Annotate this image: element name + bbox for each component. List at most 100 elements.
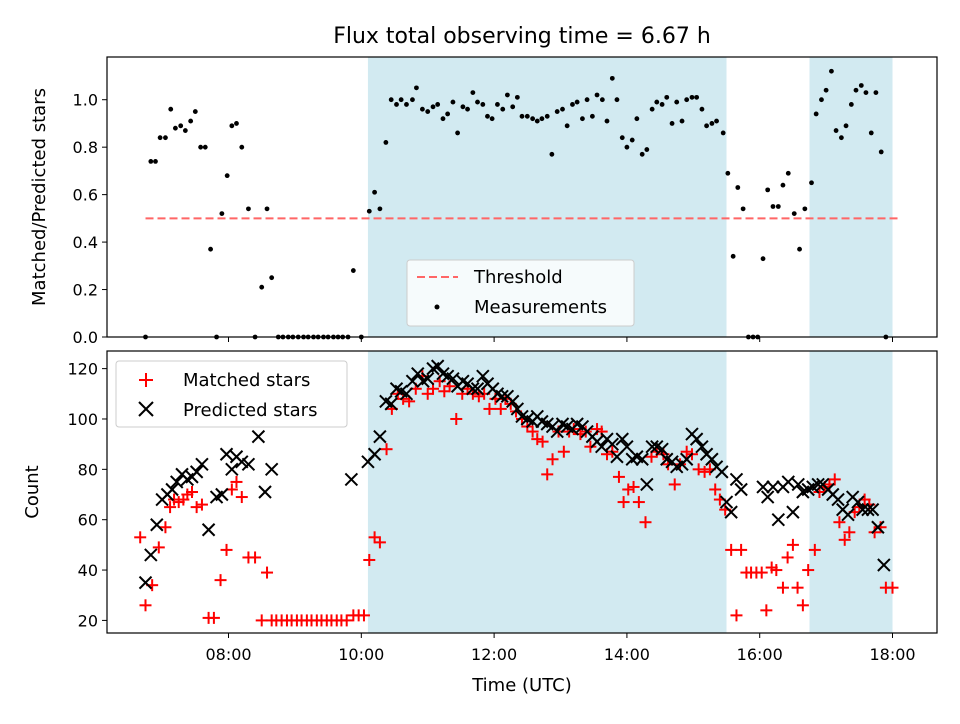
measurement-point <box>853 87 859 93</box>
predicted-star-point <box>871 520 885 534</box>
ratio-plot-frame <box>106 56 938 338</box>
measurement-point <box>246 206 251 212</box>
measurement-point <box>172 125 178 131</box>
measurement-point <box>229 123 235 129</box>
predicted-star-point <box>550 424 564 439</box>
predicted-star-point <box>620 439 634 454</box>
matched-star-point <box>536 435 549 448</box>
measurement-point <box>770 204 776 209</box>
matched-star-point <box>833 516 846 529</box>
matched-star-point <box>786 538 799 551</box>
measurement-point <box>780 182 786 188</box>
measurement-point <box>843 123 849 129</box>
measurement-point <box>725 170 731 176</box>
matched-star-point <box>483 402 496 415</box>
matched-star-point <box>214 574 227 587</box>
predicted-star-point <box>201 523 216 537</box>
ratio-y-tick-label: 0.2 <box>73 281 98 300</box>
measurement-point <box>863 90 869 95</box>
measurement-point <box>168 106 174 112</box>
predicted-star-point <box>640 477 654 492</box>
matched-star-point <box>421 387 434 400</box>
measurement-point <box>649 106 655 112</box>
count-y-tick-label: 100 <box>67 410 98 429</box>
measurement-point <box>410 97 415 103</box>
predicted-star-point <box>766 480 780 494</box>
measurement-point <box>802 206 808 212</box>
predicted-legend-swatch <box>138 401 154 417</box>
measurements-legend-swatch <box>434 304 440 310</box>
predicted-star-point <box>851 495 865 509</box>
measurement-point <box>704 123 709 129</box>
predicted-star-point <box>258 485 272 499</box>
measurement-point <box>202 144 208 150</box>
measurement-point <box>699 106 705 112</box>
measurement-point <box>269 275 275 281</box>
predicted-star-point <box>760 490 775 504</box>
measurement-point <box>489 116 495 122</box>
matched-star-point <box>159 521 172 534</box>
matched-star-point <box>668 478 681 491</box>
ratio-legend-label-measurements: Measurements <box>474 297 607 318</box>
predicted-star-point <box>724 505 738 519</box>
count-panel: 20 40 60 80 100 120 08:00 10:00 12:00 14:00 16:00… <box>22 350 938 696</box>
predicted-star-point <box>373 429 387 444</box>
ratio-y-tick-label: 0.0 <box>73 328 98 347</box>
x-tick-label: 16:00 <box>737 645 783 664</box>
predicted-star-point <box>150 518 164 532</box>
measurement-point <box>239 144 245 150</box>
count-y-tick-label: 120 <box>67 360 98 379</box>
measurement-point <box>878 149 884 155</box>
measurement-point <box>709 121 715 126</box>
predicted-star-point <box>791 477 805 492</box>
predicted-star-point <box>841 507 855 522</box>
measurement-point <box>873 90 879 95</box>
measurement-point <box>797 246 802 252</box>
count-plot-frame <box>106 350 938 634</box>
measurement-point <box>669 121 675 126</box>
predicted-star-point <box>615 432 629 446</box>
matched-star-point <box>692 463 705 476</box>
matched-star-point <box>368 531 381 544</box>
measurement-point <box>624 144 630 150</box>
measurement-point <box>760 256 766 262</box>
measurement-point <box>684 97 690 103</box>
predicted-star-point <box>610 450 624 464</box>
predicted-star-point <box>219 447 234 461</box>
predicted-star-point <box>877 558 891 572</box>
measurement-point <box>514 94 520 100</box>
measurement-point <box>394 102 399 107</box>
x-tick-label: 08:00 <box>205 645 251 664</box>
measurement-point <box>539 116 545 122</box>
measurement-point <box>584 97 590 103</box>
measurement-point <box>634 116 640 122</box>
predicted-star-point <box>476 369 490 383</box>
measurement-point <box>500 106 506 112</box>
measurement-point <box>785 170 791 176</box>
measurement-point <box>480 102 486 107</box>
measurement-point <box>192 109 198 114</box>
predicted-star-point <box>705 452 719 466</box>
predicted-star-point <box>781 475 795 489</box>
matched-star-point <box>639 516 652 529</box>
predicted-star-point <box>165 482 179 497</box>
ratio-legend-box <box>406 259 635 327</box>
measurement-point <box>366 208 372 214</box>
count-legend-label-predicted: Predicted stars <box>183 400 317 421</box>
predicted-star-point <box>695 439 709 454</box>
ratio-y-tick-label: 0.4 <box>73 233 98 252</box>
predicted-star-point <box>861 502 875 517</box>
measurement-point <box>178 123 184 129</box>
measurement-point <box>350 268 356 273</box>
matched-star-point <box>622 483 635 496</box>
measurement-point <box>534 118 540 124</box>
matched-star-point <box>152 541 165 554</box>
measurement-point <box>604 118 610 124</box>
measurement-point <box>858 83 864 88</box>
measurement-point <box>570 102 575 107</box>
ratio-legend-label-threshold: Threshold <box>473 267 563 288</box>
measurement-point <box>544 113 550 119</box>
x-tick-label: 10:00 <box>338 645 384 664</box>
predicted-star-point <box>831 492 845 507</box>
matched-star-point <box>373 536 386 549</box>
